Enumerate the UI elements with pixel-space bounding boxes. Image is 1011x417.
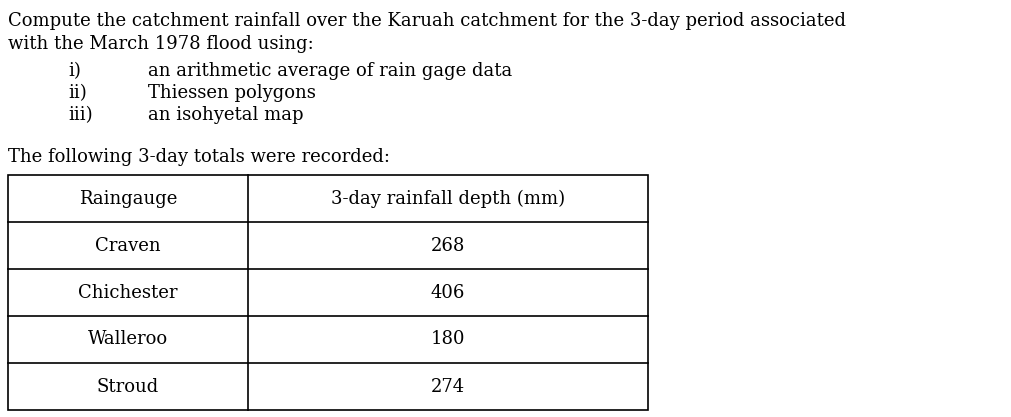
Text: Chichester: Chichester <box>78 284 178 301</box>
Text: Thiessen polygons: Thiessen polygons <box>148 84 315 102</box>
Text: 274: 274 <box>431 377 465 395</box>
Text: ii): ii) <box>68 84 87 102</box>
Text: an isohyetal map: an isohyetal map <box>148 106 303 124</box>
Text: an arithmetic average of rain gage data: an arithmetic average of rain gage data <box>148 62 512 80</box>
Text: 268: 268 <box>431 236 465 254</box>
Bar <box>8 175 647 410</box>
Text: Compute the catchment rainfall over the Karuah catchment for the 3-day period as: Compute the catchment rainfall over the … <box>8 12 845 30</box>
Text: 180: 180 <box>431 331 465 349</box>
Text: The following 3-day totals were recorded:: The following 3-day totals were recorded… <box>8 148 389 166</box>
Text: Craven: Craven <box>95 236 161 254</box>
Text: Walleroo: Walleroo <box>88 331 168 349</box>
Text: Stroud: Stroud <box>97 377 159 395</box>
Text: with the March 1978 flood using:: with the March 1978 flood using: <box>8 35 313 53</box>
Text: i): i) <box>68 62 81 80</box>
Text: 3-day rainfall depth (mm): 3-day rainfall depth (mm) <box>331 189 564 208</box>
Text: Raingauge: Raingauge <box>79 189 177 208</box>
Text: 406: 406 <box>431 284 465 301</box>
Text: iii): iii) <box>68 106 93 124</box>
